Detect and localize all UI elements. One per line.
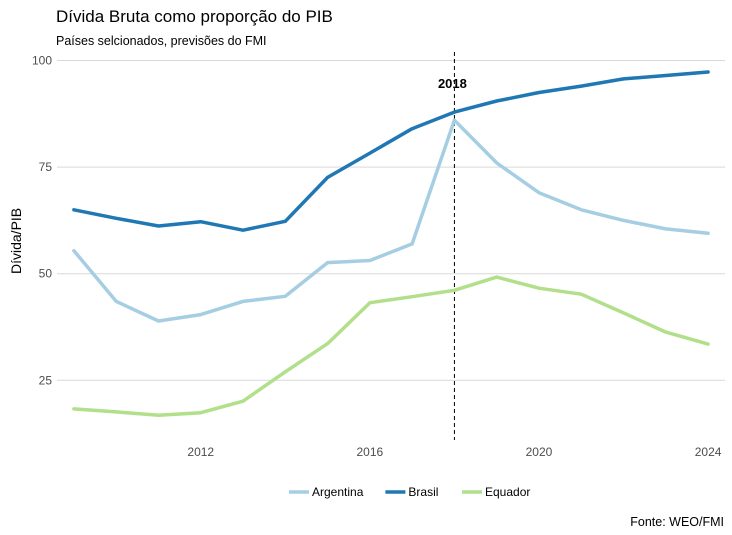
y-tick-label-75: 75: [39, 160, 53, 174]
x-tick-label-2024: 2024: [695, 445, 722, 459]
x-tick-label-2016: 2016: [357, 445, 384, 459]
chart-subtitle: Países selcionados, previsões do FMI: [56, 34, 267, 48]
y-tick-labels: 25 50 75 100: [32, 54, 52, 388]
grid-lines: [57, 60, 725, 381]
series-line-argentina: [72, 118, 710, 323]
chart-title: Dívida Bruta como proporção do PIB: [56, 7, 333, 26]
legend-label-argentina: Argentina: [312, 485, 364, 499]
y-tick-label-100: 100: [32, 54, 52, 68]
x-tick-label-2012: 2012: [187, 445, 214, 459]
y-tick-label-50: 50: [39, 267, 53, 281]
annotation-layer: 2018: [438, 76, 467, 91]
x-tick-label-2020: 2020: [526, 445, 553, 459]
legend-label-equador: Equador: [485, 485, 530, 499]
chart-caption: Fonte: WEO/FMI: [630, 515, 724, 529]
legend-label-brasil: Brasil: [408, 485, 438, 499]
series-lines: [72, 70, 710, 418]
series-line-brasil: [72, 70, 710, 232]
y-tick-label-25: 25: [39, 373, 53, 387]
legend: Argentina Brasil Equador: [289, 485, 530, 499]
annotation-label: 2018: [438, 76, 467, 91]
x-tick-labels: 2012 2016 2020 2024: [187, 445, 721, 459]
series-line-equador: [72, 275, 710, 418]
